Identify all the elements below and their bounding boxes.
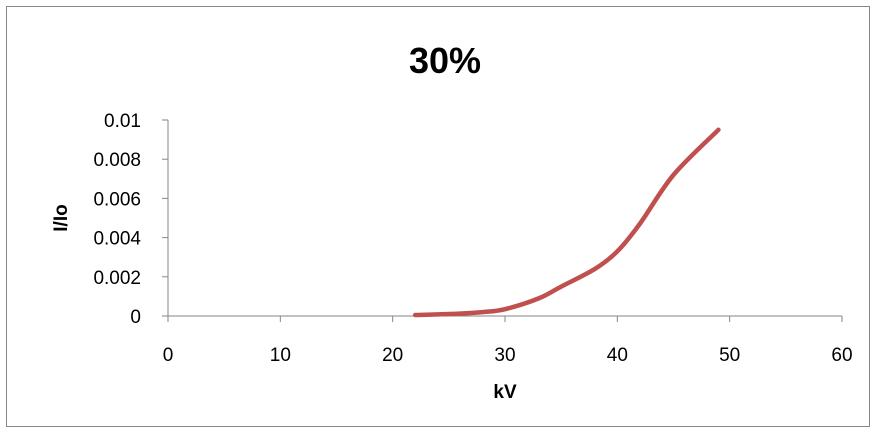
x-tick-label: 20 xyxy=(382,345,403,366)
y-tick-label: 0.002 xyxy=(93,268,141,289)
y-tick-label: 0.006 xyxy=(93,189,141,210)
x-axis-title: kV xyxy=(493,382,517,403)
plot-lines xyxy=(412,127,721,318)
y-tick-label: 0.004 xyxy=(93,229,141,250)
x-tick-label: 50 xyxy=(719,345,740,366)
x-tick-label: 10 xyxy=(270,345,291,366)
series-line xyxy=(412,127,721,318)
x-axis: 0 10 20 30 40 50 60 xyxy=(163,315,853,366)
x-tick-label: 40 xyxy=(607,345,628,366)
y-axis: 0 0.002 0.004 0.006 0.008 0.01 xyxy=(93,111,169,328)
y-tick-label: 0.008 xyxy=(93,150,141,171)
chart-title: 30% xyxy=(409,40,481,81)
chart-area xyxy=(6,6,870,427)
y-tick-label: 0 xyxy=(130,307,141,328)
x-tick-label: 0 xyxy=(163,345,174,366)
x-tick-label: 30 xyxy=(494,345,515,366)
y-tick-label: 0.01 xyxy=(104,111,141,132)
y-axis-title: I/Io xyxy=(51,204,72,231)
x-tick-label: 60 xyxy=(831,345,852,366)
